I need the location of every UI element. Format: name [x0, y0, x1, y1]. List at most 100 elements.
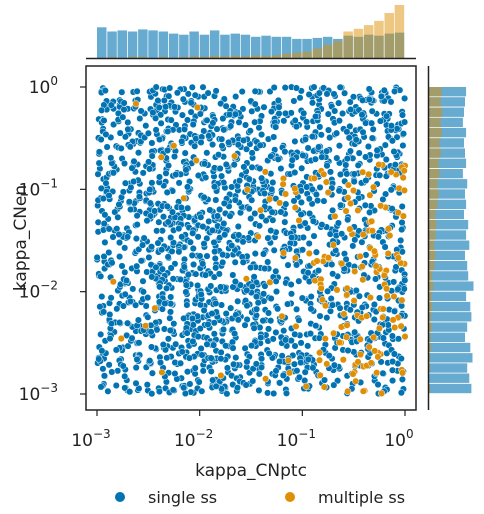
point-multiple-ss — [291, 204, 299, 212]
point-single-ss — [199, 260, 207, 268]
point-single-ss — [155, 173, 164, 181]
point-single-ss — [264, 258, 272, 266]
point-single-ss — [355, 292, 363, 300]
point-single-ss — [255, 222, 264, 230]
point-single-ss — [256, 164, 264, 173]
point-multiple-ss — [278, 312, 286, 320]
right-hist-bar-multiple-ss — [429, 220, 437, 230]
point-single-ss — [369, 125, 377, 133]
point-single-ss — [364, 142, 372, 151]
point-multiple-ss — [363, 312, 371, 320]
point-single-ss — [121, 244, 129, 252]
point-single-ss — [133, 355, 141, 363]
point-multiple-ss — [338, 260, 346, 268]
right-hist-bar-single-ss — [429, 281, 474, 291]
top-hist-bar-single-ss — [179, 34, 189, 58]
point-single-ss — [144, 129, 152, 137]
point-single-ss — [145, 158, 153, 166]
right-hist-bar-multiple-ss — [429, 281, 434, 291]
point-multiple-ss — [340, 310, 348, 318]
point-single-ss — [346, 306, 354, 314]
point-multiple-ss — [322, 178, 330, 186]
point-single-ss — [202, 271, 210, 279]
point-single-ss — [194, 281, 202, 290]
point-single-ss — [204, 320, 212, 328]
point-single-ss — [249, 377, 257, 385]
point-single-ss — [272, 267, 280, 275]
point-single-ss — [318, 153, 326, 161]
point-multiple-ss — [320, 383, 328, 391]
point-single-ss — [279, 371, 287, 379]
point-single-ss — [217, 283, 225, 291]
point-single-ss — [218, 172, 226, 180]
point-single-ss — [158, 265, 166, 273]
point-multiple-ss — [349, 186, 358, 195]
point-single-ss — [304, 342, 312, 350]
point-single-ss — [166, 314, 174, 322]
point-single-ss — [272, 367, 280, 375]
point-single-ss — [241, 121, 250, 129]
point-single-ss — [269, 216, 277, 224]
point-single-ss — [209, 141, 217, 149]
point-single-ss — [291, 137, 299, 145]
point-single-ss — [210, 273, 218, 281]
point-single-ss — [156, 283, 164, 291]
scatter-points — [93, 83, 409, 398]
point-multiple-ss — [370, 247, 378, 255]
point-single-ss — [162, 103, 170, 111]
point-single-ss — [308, 133, 316, 141]
top-hist-bar-multiple-ss — [302, 51, 312, 58]
point-multiple-ss — [320, 170, 328, 178]
point-single-ss — [183, 368, 192, 376]
point-single-ss — [314, 267, 323, 275]
point-multiple-ss — [370, 333, 378, 341]
right-hist-bar-single-ss — [429, 373, 470, 383]
point-single-ss — [210, 183, 219, 191]
point-multiple-ss — [386, 232, 394, 240]
point-single-ss — [234, 222, 242, 231]
point-single-ss — [166, 326, 174, 334]
point-single-ss — [182, 288, 190, 296]
point-multiple-ss — [266, 278, 274, 286]
point-single-ss — [121, 290, 129, 298]
point-single-ss — [373, 146, 381, 154]
point-single-ss — [242, 381, 250, 389]
point-single-ss — [119, 362, 127, 370]
point-single-ss — [272, 123, 280, 131]
point-single-ss — [288, 156, 296, 164]
point-single-ss — [255, 124, 263, 132]
point-multiple-ss — [217, 371, 225, 380]
point-single-ss — [326, 168, 335, 176]
point-single-ss — [269, 178, 277, 187]
point-single-ss — [203, 116, 211, 124]
y-tick-label: 10−3 — [19, 381, 58, 405]
right-hist-bar-multiple-ss — [429, 332, 431, 342]
point-multiple-ss — [389, 316, 397, 324]
point-single-ss — [203, 149, 211, 157]
point-multiple-ss — [324, 254, 332, 262]
right-hist-bar-single-ss — [429, 240, 470, 250]
point-single-ss — [293, 261, 301, 269]
point-single-ss — [236, 281, 244, 289]
point-single-ss — [291, 116, 299, 124]
point-single-ss — [268, 185, 276, 193]
point-single-ss — [394, 285, 402, 293]
point-single-ss — [264, 234, 272, 242]
point-single-ss — [148, 139, 156, 147]
point-single-ss — [124, 125, 132, 133]
point-single-ss — [180, 314, 188, 322]
point-single-ss — [248, 163, 256, 171]
point-single-ss — [98, 106, 106, 114]
point-single-ss — [98, 347, 106, 355]
right-hist-bar-multiple-ss — [429, 261, 435, 271]
point-multiple-ss — [109, 278, 117, 286]
point-single-ss — [129, 285, 137, 293]
point-single-ss — [265, 349, 273, 357]
point-single-ss — [291, 168, 299, 177]
point-single-ss — [225, 138, 233, 146]
point-single-ss — [318, 221, 326, 229]
point-single-ss — [304, 355, 312, 363]
point-single-ss — [107, 320, 116, 328]
legend-label-single-ss: single ss — [148, 488, 217, 507]
top-hist-bar-multiple-ss — [179, 56, 189, 58]
